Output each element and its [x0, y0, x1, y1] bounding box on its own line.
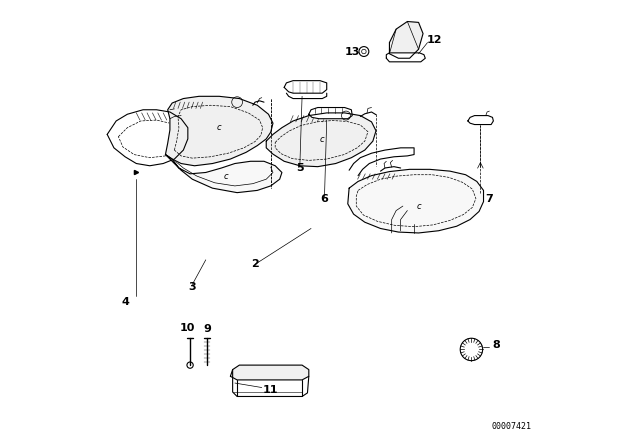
Text: 11: 11 — [263, 385, 278, 395]
Circle shape — [359, 47, 369, 56]
Text: c: c — [320, 135, 324, 144]
Polygon shape — [387, 53, 425, 62]
Polygon shape — [266, 113, 376, 167]
Text: 5: 5 — [296, 163, 303, 173]
Polygon shape — [309, 108, 352, 119]
Polygon shape — [230, 365, 309, 380]
Text: 9: 9 — [203, 324, 211, 334]
Text: c: c — [217, 123, 221, 132]
Text: 6: 6 — [321, 194, 328, 204]
Text: 4: 4 — [121, 297, 129, 307]
Text: 2: 2 — [251, 259, 259, 269]
Text: c: c — [223, 172, 228, 181]
Polygon shape — [348, 169, 484, 233]
Text: 10: 10 — [180, 323, 196, 333]
Text: c: c — [416, 202, 421, 211]
Polygon shape — [284, 81, 327, 93]
Polygon shape — [468, 116, 493, 125]
Polygon shape — [165, 96, 273, 166]
Text: 7: 7 — [485, 194, 493, 204]
Polygon shape — [389, 22, 423, 58]
Text: 00007421: 00007421 — [492, 422, 531, 431]
Text: 13: 13 — [344, 47, 360, 56]
Polygon shape — [165, 155, 282, 193]
Text: 12: 12 — [426, 35, 442, 45]
Text: 8: 8 — [492, 340, 500, 350]
Polygon shape — [108, 110, 188, 166]
Text: 3: 3 — [189, 282, 196, 292]
